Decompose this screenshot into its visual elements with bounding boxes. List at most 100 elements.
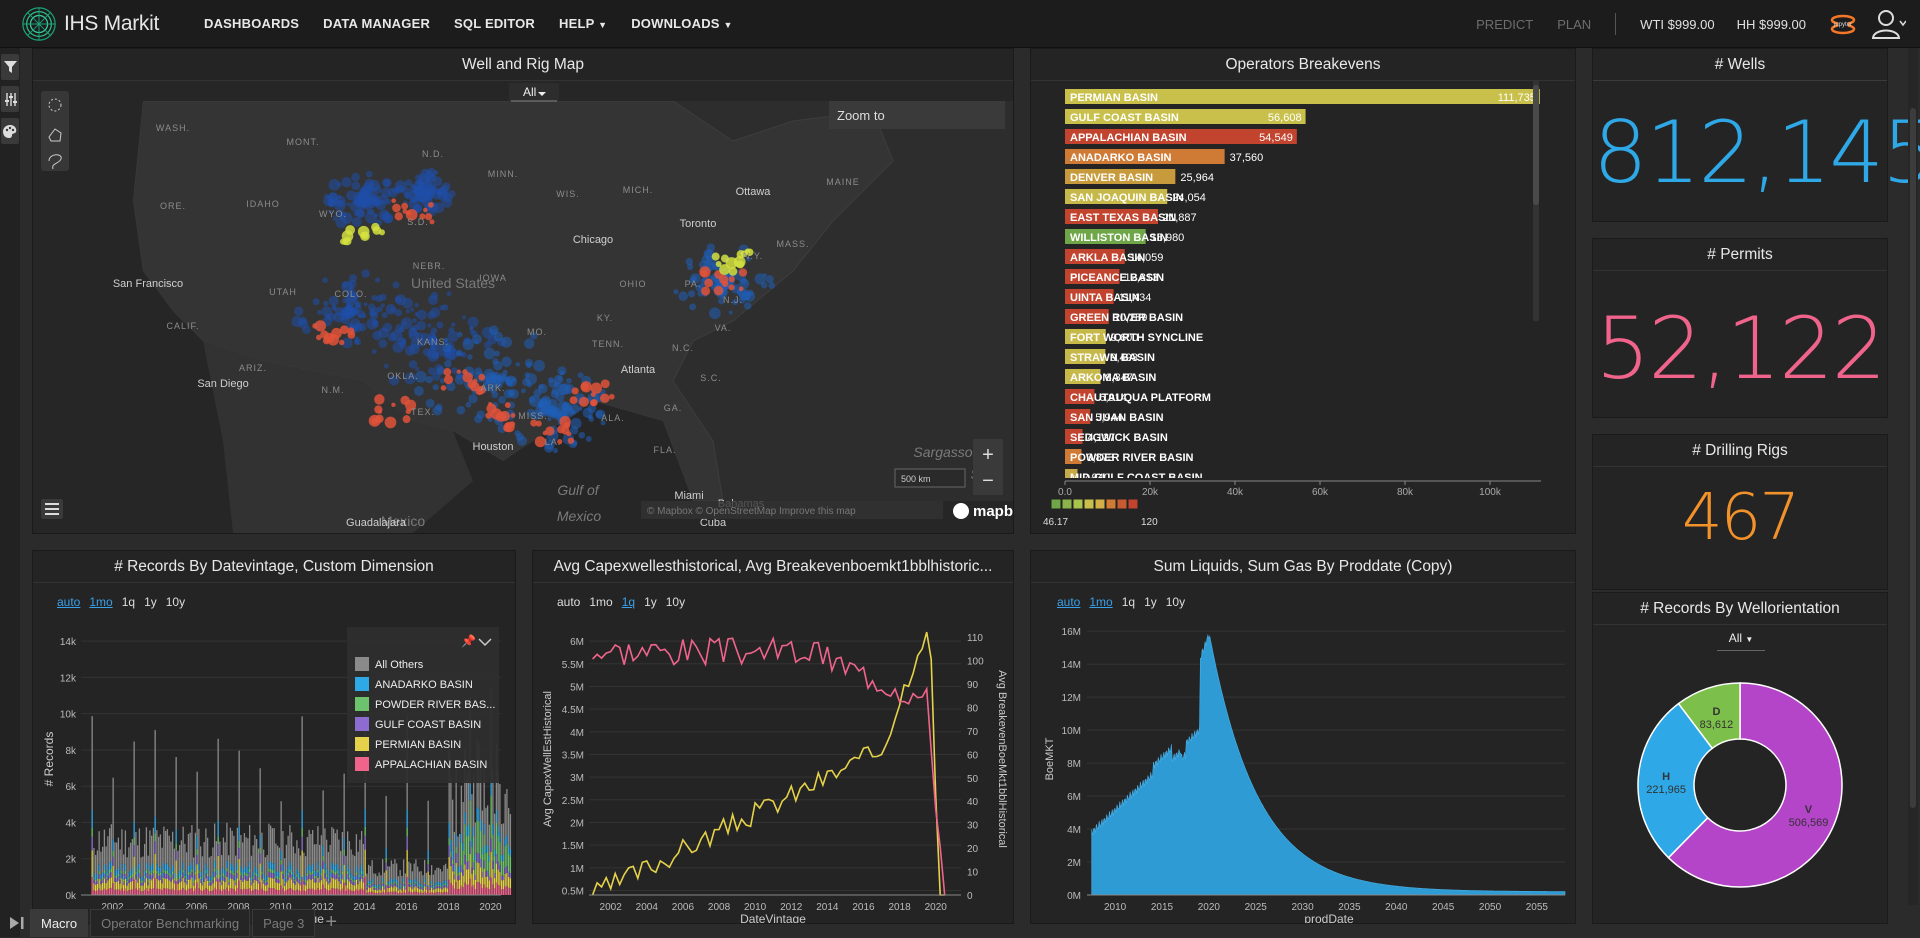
sliders-button[interactable] [1, 86, 19, 112]
liquids-ctrl-10y[interactable]: 10y [1165, 595, 1186, 609]
breakeven-bar[interactable] [1065, 349, 1106, 364]
legend-swatch[interactable] [355, 677, 369, 691]
legend-swatch[interactable] [355, 717, 369, 731]
liquids-ctrl-1q[interactable]: 1q [1121, 595, 1136, 609]
records-bar-segment [163, 877, 165, 889]
liquids-ctrl-1mo[interactable]: 1mo [1089, 595, 1113, 609]
collapse-panel-button[interactable] [4, 909, 30, 937]
records-ctrl-10y[interactable]: 10y [165, 595, 186, 609]
tab-operator-benchmarking[interactable]: Operator Benchmarking [90, 909, 251, 937]
liquids-ctrl-1y[interactable]: 1y [1144, 595, 1157, 609]
page-scrollbar-thumb[interactable] [1910, 108, 1916, 808]
legend-label[interactable]: GULF COAST BASIN [375, 719, 481, 731]
polygon-select-icon[interactable] [48, 128, 62, 142]
breakeven-bar[interactable] [1065, 249, 1125, 264]
breakeven-bar[interactable] [1065, 449, 1082, 464]
page-scrollbar[interactable] [1908, 48, 1918, 905]
records-bar-segment [271, 828, 274, 864]
records-bar-segment [266, 876, 268, 881]
breakeven-bar[interactable] [1065, 129, 1297, 144]
breakeven-bar[interactable] [1065, 209, 1159, 224]
map-attribution[interactable]: © Mapbox © OpenStreetMap Improve this ma… [647, 506, 856, 517]
jupyter-icon[interactable]: jupyter [1828, 9, 1858, 39]
donut-slice[interactable] [1677, 682, 1741, 750]
zoom-to-input[interactable] [829, 101, 1005, 129]
records-bar-segment [96, 850, 99, 874]
nav-help[interactable]: HELP ▼ [559, 16, 607, 31]
legend-label[interactable]: APPALACHIAN BASIN [375, 759, 487, 771]
capex-chart[interactable]: 0.5M1M1.5M2M2.5M3M3.5M4M4.5M5M5.5M6M0102… [533, 583, 1013, 923]
legend-swatch[interactable] [355, 737, 369, 751]
legend-label[interactable]: ANADARKO BASIN [375, 679, 473, 691]
capex-ctrl-1q[interactable]: 1q [621, 595, 636, 609]
liquids-area[interactable] [1091, 633, 1566, 896]
zoom-out-icon[interactable]: − [982, 470, 994, 492]
records-bar-segment [161, 872, 163, 878]
breakeven-bar[interactable] [1065, 109, 1306, 124]
legend-swatch[interactable] [355, 757, 369, 771]
map-filter[interactable] [509, 83, 559, 101]
legend-label[interactable]: PERMIAN BASIN [375, 739, 461, 751]
donut-slice[interactable] [1667, 682, 1843, 888]
breakeven-bar[interactable] [1065, 429, 1083, 444]
breakeven-bar[interactable] [1065, 309, 1109, 324]
breakeven-bar[interactable] [1065, 189, 1168, 204]
palette-button[interactable] [1, 118, 19, 144]
breakeven-bar[interactable] [1065, 149, 1225, 164]
legend-swatch[interactable] [355, 697, 369, 711]
tab-page-3[interactable]: Page 3 [252, 909, 316, 937]
capex-ctrl-10y[interactable]: 10y [665, 595, 686, 609]
legend-swatch[interactable] [355, 657, 369, 671]
nav-data-manager[interactable]: DATA MANAGER [323, 16, 431, 31]
breakeven-bar[interactable] [1065, 289, 1114, 304]
breakeven-bar[interactable] [1065, 169, 1176, 184]
zoom-in-icon[interactable]: + [982, 444, 994, 466]
breakeven-bar[interactable] [1065, 369, 1101, 384]
records-ctrl-1y[interactable]: 1y [144, 595, 157, 609]
brand-logo[interactable]: IHS Markit [20, 5, 190, 43]
caret-down-icon [538, 92, 546, 96]
breakeven-bar[interactable] [1065, 329, 1106, 344]
chevron-down-icon[interactable] [478, 638, 492, 647]
records-ctrl-1mo[interactable]: 1mo [89, 595, 113, 609]
predict-link[interactable]: PREDICT [1476, 16, 1534, 32]
breakeven-bar[interactable] [1065, 229, 1146, 244]
breakeven-bar[interactable] [1065, 389, 1095, 404]
records-bar-segment [399, 886, 401, 889]
capex-ctrl-1mo[interactable]: 1mo [589, 595, 613, 609]
records-bar-segment [460, 842, 463, 866]
capex-line[interactable] [591, 631, 945, 896]
breakeven-line[interactable] [592, 636, 946, 896]
legend-label[interactable]: POWDER RIVER BAS... [375, 699, 495, 711]
records-ctrl-auto[interactable]: auto [57, 595, 81, 609]
user-icon[interactable] [1872, 7, 1906, 41]
nav-dashboards[interactable]: DASHBOARDS [204, 16, 300, 31]
breakeven-scrollbar-thumb[interactable] [1533, 85, 1539, 205]
add-tab-button[interactable]: + [325, 911, 338, 933]
circle-select-icon[interactable] [48, 98, 62, 112]
donut-slice[interactable] [1637, 702, 1714, 859]
capex-ctrl-auto[interactable]: auto [557, 595, 581, 609]
records-ctrl-1q[interactable]: 1q [121, 595, 136, 609]
well-rig-map[interactable]: WASH.MONT.N.D.MINN.ORE. IDAHOWYO.S.D.WIS.… [33, 81, 1013, 533]
tab-macro[interactable]: Macro [30, 909, 89, 937]
capex-ctrl-1y[interactable]: 1y [644, 595, 657, 609]
records-bar-segment [163, 862, 165, 870]
filter-button[interactable] [1, 54, 19, 80]
liquids-ctrl-auto[interactable]: auto [1057, 595, 1081, 609]
orientation-filter[interactable]: All ▼ [1717, 631, 1765, 651]
legend-label[interactable]: All Others [375, 659, 424, 671]
nav-sql-editor[interactable]: SQL EDITOR [454, 16, 536, 31]
breakeven-bar[interactable] [1065, 409, 1091, 424]
pin-icon[interactable]: 📌 [461, 633, 476, 648]
records-bar-segment [257, 883, 260, 891]
lasso-select-icon[interactable] [48, 154, 62, 170]
breakeven-bar[interactable] [1065, 89, 1540, 104]
nav-downloads[interactable]: DOWNLOADS ▼ [631, 16, 732, 31]
breakeven-bar[interactable] [1065, 269, 1120, 284]
plan-link[interactable]: PLAN [1557, 16, 1592, 32]
